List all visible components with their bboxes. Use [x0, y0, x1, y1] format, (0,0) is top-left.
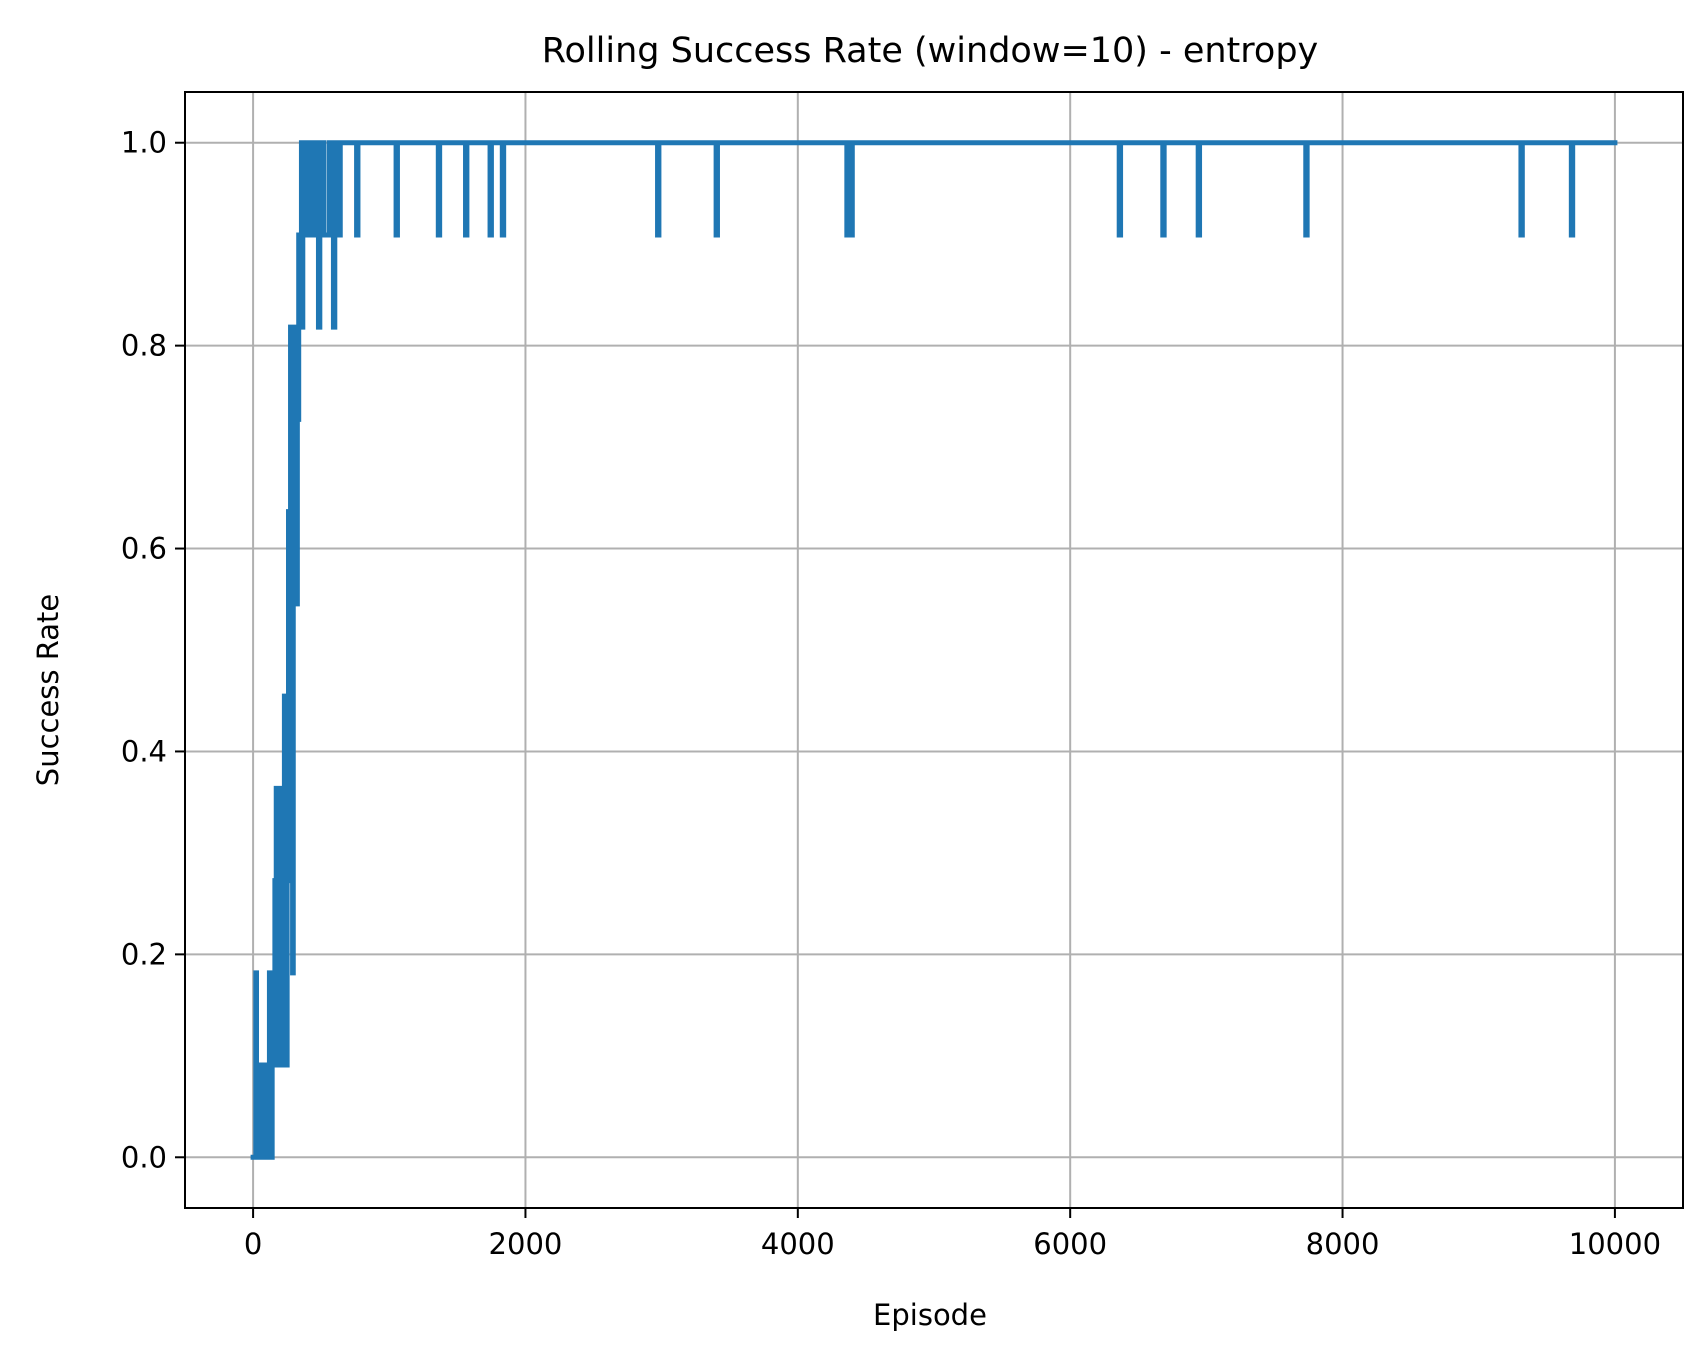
x-tick-label: 10000 [1569, 1227, 1661, 1261]
plot-frame [184, 91, 1684, 1209]
x-axis-label: Episode [873, 1298, 987, 1332]
grid [185, 92, 1683, 1208]
series-line-layer [250, 140, 1618, 1160]
y-axis-label: Success Rate [31, 594, 65, 786]
y-tick-label: 0.0 [121, 1140, 167, 1174]
chart-title: Rolling Success Rate (window=10) - entro… [542, 31, 1319, 71]
x-tick-label: 8000 [1306, 1227, 1380, 1261]
axis-ticks: 0 2000 4000 6000 8000 10000 0.0 0.2 0.4 0.6 0.8 1.0 [121, 126, 1661, 1261]
series-line [250, 140, 1618, 1160]
x-tick-label: 6000 [1033, 1227, 1107, 1261]
y-tick-label: 0.6 [121, 532, 167, 566]
x-tick-label: 4000 [761, 1227, 835, 1261]
y-tick-label: 0.4 [121, 734, 167, 768]
y-tick-label: 0.8 [121, 329, 167, 363]
y-tick-label: 0.2 [121, 937, 167, 971]
x-tick-label: 0 [244, 1227, 262, 1261]
x-tick-label: 2000 [489, 1227, 563, 1261]
y-tick-label: 1.0 [121, 126, 167, 160]
